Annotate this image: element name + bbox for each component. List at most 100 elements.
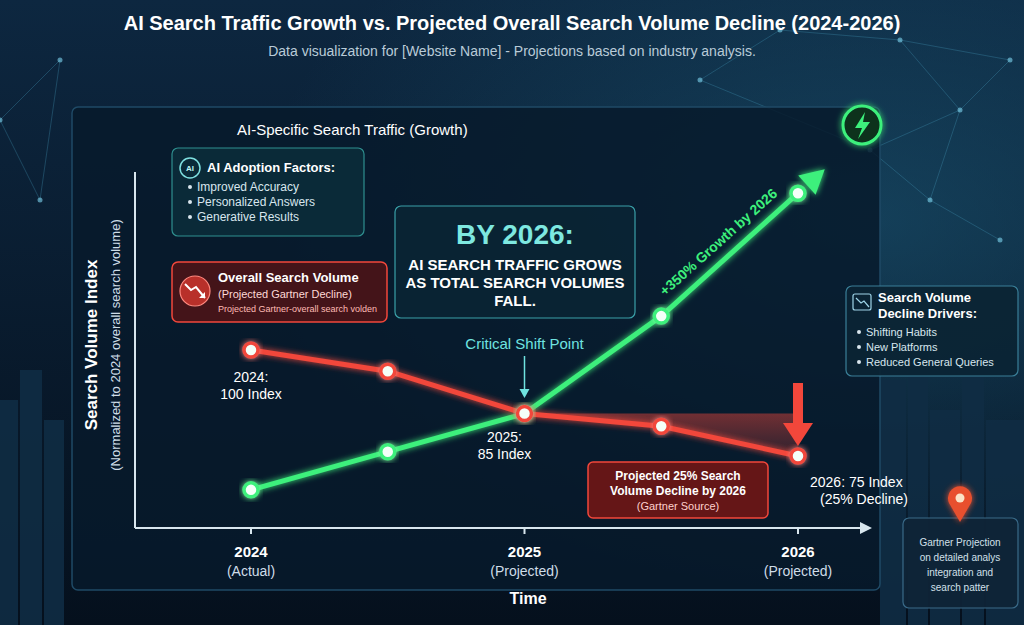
building: [20, 370, 42, 625]
text-line: FALL.: [494, 292, 536, 309]
point-label: 2024:: [233, 369, 268, 385]
decline-arrow-head: [783, 423, 813, 446]
source-line: search patter: [931, 582, 990, 593]
bullet: [857, 345, 861, 349]
overall-note: Projected Gartner-overall search volden: [218, 304, 377, 314]
adoption-item: Improved Accuracy: [197, 180, 299, 194]
map-pin-dot: [956, 494, 965, 503]
text-line: Search Volume: [878, 290, 971, 305]
x-tick: [524, 528, 526, 534]
background: [0, 0, 1024, 625]
network-link: [960, 60, 1010, 110]
drivers-icon-line: [856, 298, 869, 307]
network-link: [930, 110, 960, 200]
network-link: [0, 60, 60, 120]
decline-arrow-shaft: [793, 383, 803, 425]
adoption-item: Personalized Answers: [197, 195, 315, 209]
network-link: [0, 120, 40, 200]
decline-source: (Gartner Source): [637, 500, 720, 512]
bullet: [857, 330, 861, 334]
background-glow: [0, 0, 1024, 625]
network-link: [930, 200, 1000, 240]
series-marker: [244, 483, 258, 497]
bolt-badge: [843, 106, 881, 144]
map-pin: [948, 486, 972, 522]
series-marker: [518, 407, 532, 421]
source-line: on detailed analys: [920, 552, 1001, 563]
text-line: Decline Drivers:: [878, 306, 977, 321]
x-tick-label: 2026: [781, 543, 814, 560]
network-node: [898, 38, 903, 43]
adoption-item: Generative Results: [197, 210, 299, 224]
network-node: [1008, 58, 1013, 63]
bullet: [188, 185, 192, 189]
x-tick-note: (Projected): [490, 563, 558, 579]
drivers-title: Search VolumeDecline Drivers:: [878, 290, 977, 321]
network-link: [900, 40, 1010, 60]
headline-box: [395, 206, 635, 318]
bolt-icon: [855, 112, 870, 139]
building: [0, 400, 18, 625]
series-marker: [244, 343, 258, 357]
plot-panel: [72, 107, 880, 590]
x-tick: [250, 528, 252, 534]
x-tick-label: 2024: [234, 543, 268, 560]
point-label: 85 Index: [478, 446, 532, 462]
drivers-icon: [853, 294, 871, 310]
series-marker: [381, 364, 395, 378]
ai-icon: [180, 158, 200, 178]
chart-canvas: AI Search Traffic Growth vs. Projected O…: [0, 0, 1024, 625]
series-marker: [791, 449, 805, 463]
title: AI Search Traffic Growth vs. Projected O…: [124, 12, 901, 34]
growth-arrowhead: [798, 169, 825, 195]
decline-icon-head: [199, 292, 205, 298]
network-node: [998, 238, 1003, 243]
bullet: [188, 215, 192, 219]
overall-box: [172, 262, 387, 322]
headline-title: BY 2026:: [456, 219, 574, 250]
x-tick-label: 2025: [508, 543, 541, 560]
building: [44, 420, 64, 625]
text-line: Volume Decline by 2026: [610, 484, 746, 498]
overall-subtitle: (Projected Gartner Decline): [218, 288, 352, 300]
network-node: [58, 58, 63, 63]
x-axis-title: Time: [509, 590, 546, 607]
decline-box: [588, 462, 768, 518]
bullet: [857, 360, 861, 364]
shift-arrow: [524, 356, 526, 392]
drivers-item: New Platforms: [866, 341, 938, 353]
text-line: Projected 25% Search: [615, 469, 740, 483]
adoption-box: [172, 148, 364, 236]
bullet: [188, 200, 192, 204]
network-node: [698, 78, 703, 83]
subtitle: Data visualization for [Website Name] - …: [268, 43, 756, 59]
series-line: [251, 350, 798, 456]
network-node: [38, 198, 43, 203]
network-node: [0, 118, 3, 123]
decline-icon-line: [185, 284, 205, 298]
network-node: [958, 108, 963, 113]
y-axis-note: (Normalized to 2024 overall search volum…: [108, 219, 123, 470]
shift-label: Critical Shift Point: [465, 335, 584, 352]
ai-icon-label: AI: [186, 164, 194, 173]
source-card: [903, 518, 1018, 608]
series-marker: [654, 309, 668, 323]
series-marker: [791, 186, 805, 200]
source-line: Gartner Projection: [919, 537, 1000, 548]
x-tick: [797, 528, 799, 534]
network-link: [870, 110, 960, 150]
point-label: 2026: 75 Index: [810, 474, 903, 490]
headline-text: AI SEARCH TRAFFIC GROWSAS TOTAL SEARCH V…: [405, 256, 624, 309]
growth-label: +350% Growth by 2026: [656, 185, 780, 299]
x-axis-arrow: [860, 522, 872, 534]
point-label: (25% Decline): [820, 491, 908, 507]
point-label: 100 Index: [220, 386, 282, 402]
x-axis: [135, 527, 860, 529]
y-axis-title: Search Volume Index: [82, 259, 101, 430]
series-marker: [654, 419, 668, 433]
drivers-item: Reduced General Queries: [866, 356, 994, 368]
point-label: 2025:: [487, 429, 522, 445]
legend-label: AI-Specific Search Traffic (Growth): [237, 121, 468, 138]
series-marker: [381, 445, 395, 459]
shift-arrow-head: [520, 389, 530, 398]
